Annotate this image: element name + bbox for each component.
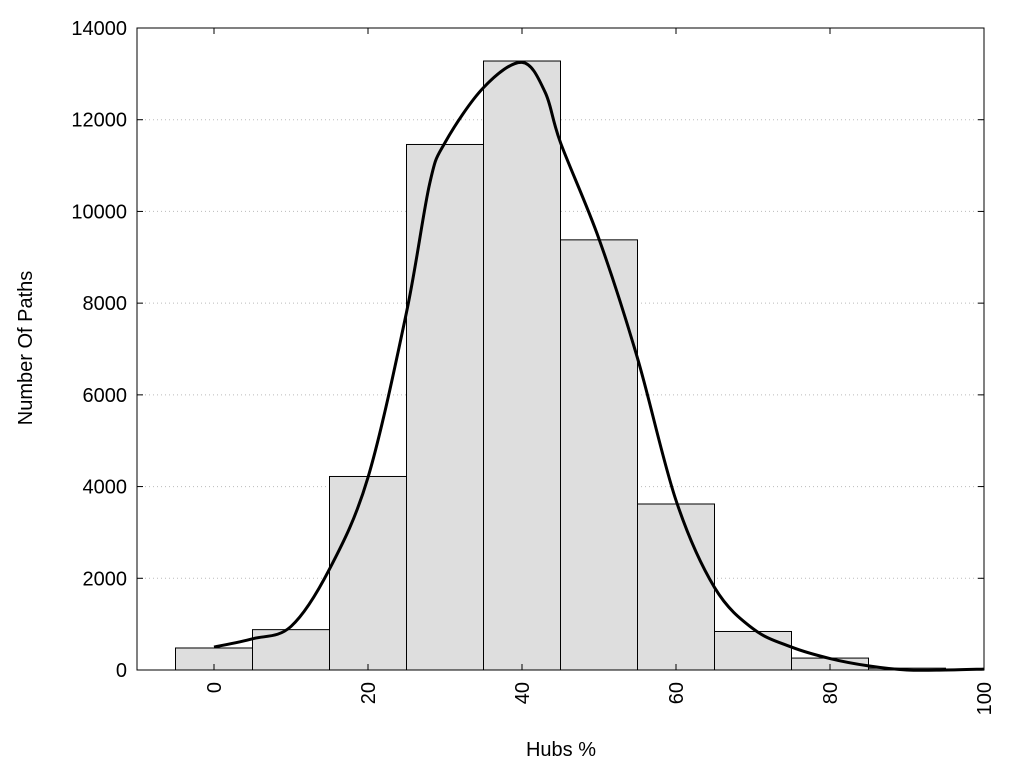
- y-tick-label: 12000: [71, 110, 127, 132]
- histogram-bar: [406, 143, 484, 671]
- y-tick-label: 0: [116, 660, 127, 682]
- x-tick-label: 100: [974, 682, 996, 715]
- histogram-bar: [483, 60, 561, 671]
- x-tick-label: 40: [512, 682, 534, 704]
- y-tick-label: 14000: [71, 18, 127, 40]
- x-tick-label: 0: [204, 682, 226, 693]
- x-axis: 0 20 40 60 80 100: [204, 28, 996, 715]
- x-tick-label: 60: [666, 682, 688, 704]
- y-axis-title: Number Of Paths: [15, 271, 37, 426]
- x-tick-label: 20: [358, 682, 380, 704]
- y-tick-label: 8000: [83, 293, 128, 315]
- y-tick-label: 4000: [83, 477, 128, 499]
- histogram-bar: [714, 630, 792, 671]
- plot-frame: [136, 27, 985, 671]
- histogram-bar: [560, 239, 638, 671]
- density-curve: [213, 60, 985, 672]
- y-axis: 0 2000 4000 6000 8000 10000 12000 14000: [71, 18, 984, 682]
- density-curve-group: [213, 60, 985, 672]
- bars: [175, 60, 946, 671]
- x-tick-label: 80: [820, 682, 842, 704]
- y-tick-label: 2000: [83, 568, 128, 590]
- histogram-bar: [329, 475, 407, 671]
- y-tick-label: 10000: [71, 201, 127, 223]
- y-tick-label: 6000: [83, 385, 128, 407]
- histogram-bar: [637, 503, 715, 671]
- x-axis-title: Hubs %: [526, 739, 596, 761]
